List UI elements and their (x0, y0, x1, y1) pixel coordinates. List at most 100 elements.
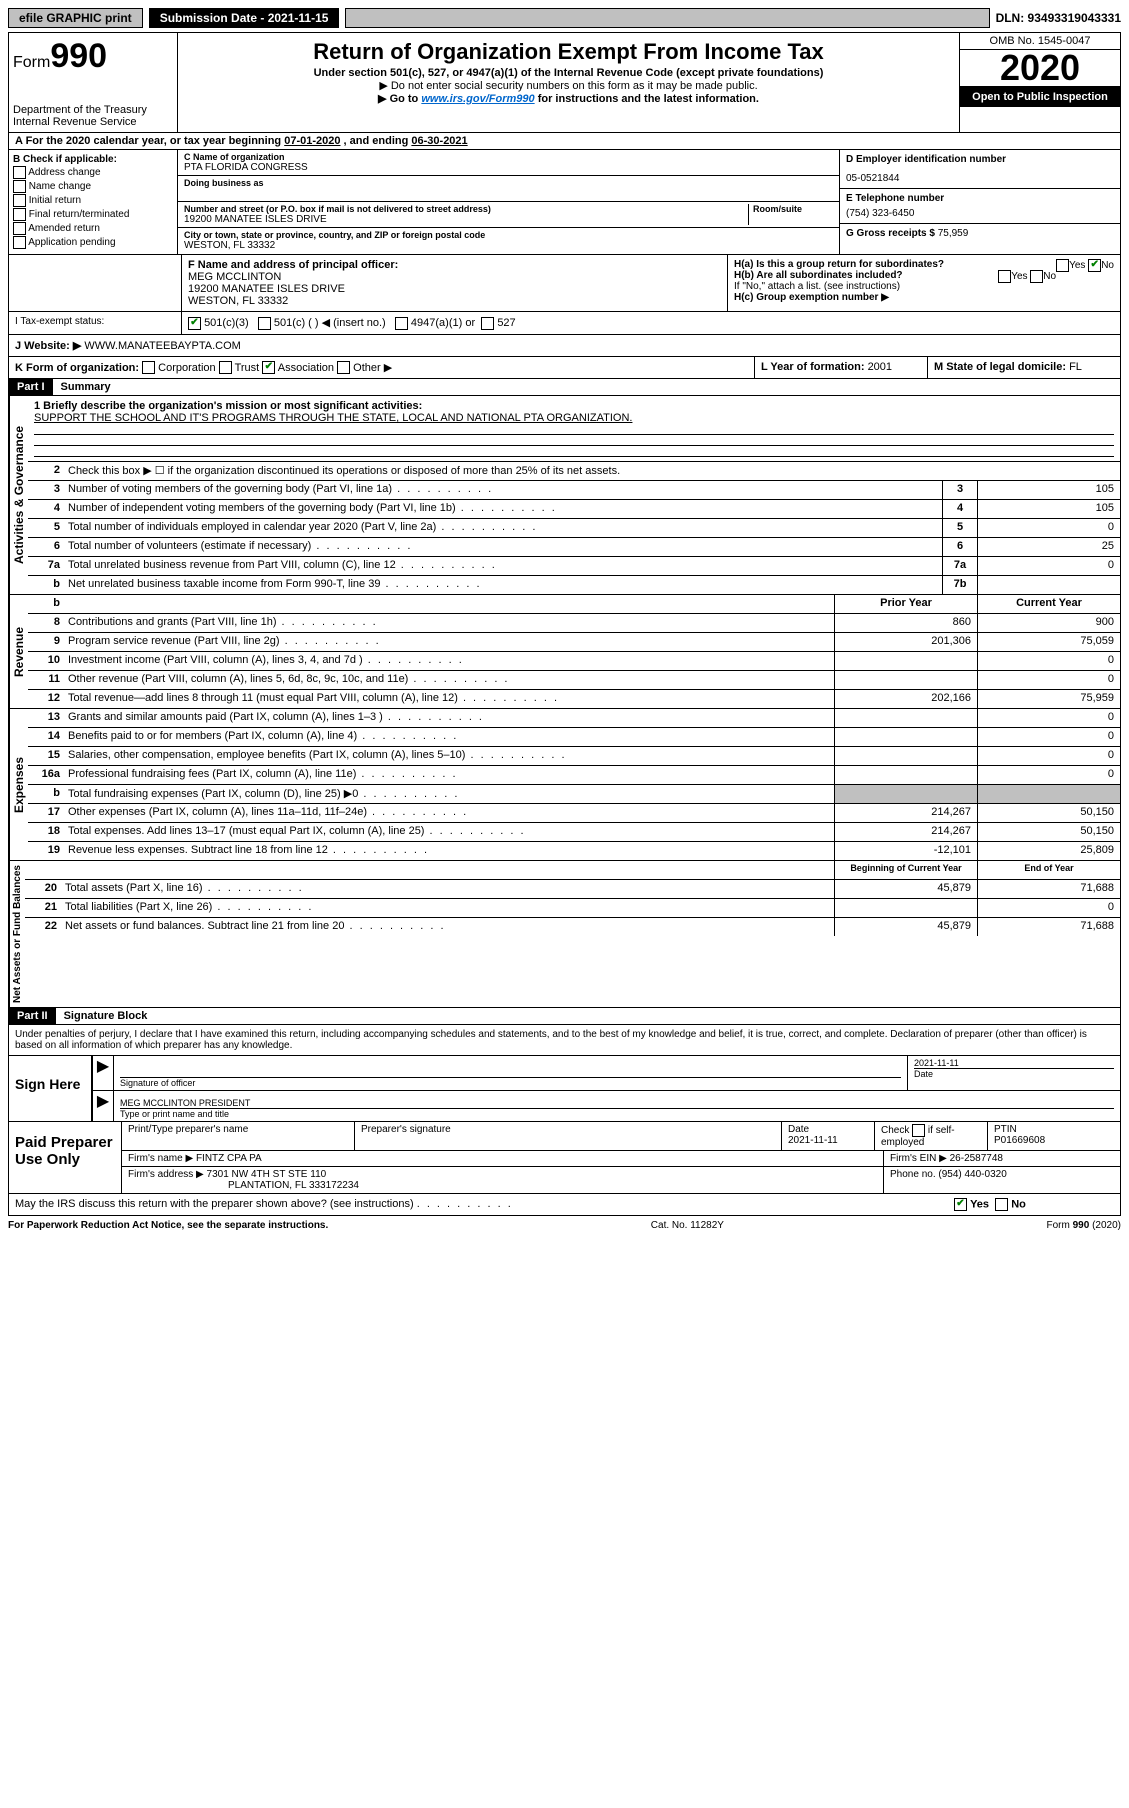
website-cell: J Website: ▶ WWW.MANATEEBAYPTA.COM (9, 335, 1120, 356)
header-left: Form990 Department of the Treasury Inter… (9, 33, 178, 132)
arrow-icon: ▶ (93, 1056, 114, 1090)
firm-ein-value: 26-2587748 (950, 1153, 1003, 1164)
dba-cell: Doing business as (178, 176, 839, 202)
exp-body: 13Grants and similar amounts paid (Part … (28, 709, 1120, 860)
opt-application: Application pending (28, 237, 115, 248)
block-bcd: B Check if applicable: Address change Na… (8, 150, 1121, 255)
checkbox-icon[interactable] (142, 361, 155, 374)
check-amended[interactable]: Amended return (13, 222, 173, 235)
checkbox-icon[interactable] (219, 361, 232, 374)
website-label: J Website: ▶ (15, 340, 81, 352)
checkbox-icon[interactable] (481, 317, 494, 330)
checkbox-icon[interactable] (998, 270, 1011, 283)
row-a-text-b: , and ending (344, 135, 412, 147)
form-number-big: 990 (50, 37, 107, 75)
checkbox-icon[interactable] (1056, 259, 1069, 272)
dln-label: DLN: 93493319043331 (996, 11, 1121, 25)
phone-label: E Telephone number (846, 193, 1114, 204)
table-row: 20Total assets (Part X, line 16)45,87971… (25, 880, 1120, 899)
efile-button[interactable]: efile GRAPHIC print (8, 8, 143, 28)
opt-4947: 4947(a)(1) or (411, 317, 475, 329)
org-name-cell: C Name of organization PTA FLORIDA CONGR… (178, 150, 839, 176)
sign-here-label: Sign Here (9, 1056, 93, 1121)
yes-label: Yes (1011, 271, 1027, 282)
checkbox-icon (13, 194, 26, 207)
k-corp: Corporation (158, 362, 215, 374)
discuss-row: May the IRS discuss this return with the… (8, 1194, 1121, 1216)
firm-phone-label: Phone no. (890, 1169, 938, 1180)
ein-label: D Employer identification number (846, 154, 1114, 165)
form-number: Form990 (13, 37, 173, 76)
section-l: L Year of formation: 2001 (755, 357, 928, 379)
city-cell: City or town, state or province, country… (178, 228, 839, 253)
mission-value: SUPPORT THE SCHOOL AND IT'S PROGRAMS THR… (34, 412, 1114, 424)
irs-label: Internal Revenue Service (13, 116, 173, 128)
table-row: 19Revenue less expenses. Subtract line 1… (28, 842, 1120, 860)
ha-label: H(a) Is this a group return for subordin… (734, 259, 944, 270)
part1-header-row: Part I Summary (8, 379, 1121, 396)
header-end: End of Year (977, 861, 1120, 879)
footer-row: For Paperwork Reduction Act Notice, see … (8, 1216, 1121, 1235)
checkbox-checked-icon[interactable] (188, 317, 201, 330)
checkbox-icon (13, 236, 26, 249)
section-f: F Name and address of principal officer:… (182, 255, 728, 311)
footer-center: Cat. No. 11282Y (651, 1220, 724, 1231)
check-address-change[interactable]: Address change (13, 166, 173, 179)
check-final-return[interactable]: Final return/terminated (13, 208, 173, 221)
table-row: 22Net assets or fund balances. Subtract … (25, 918, 1120, 936)
table-row: 21Total liabilities (Part X, line 26)0 (25, 899, 1120, 918)
declaration-text: Under penalties of perjury, I declare th… (8, 1025, 1121, 1056)
opt-501c: 501(c) ( ) ◀ (insert no.) (274, 317, 386, 329)
prep-h2: Preparer's signature (355, 1122, 782, 1150)
section-i-opts: 501(c)(3) 501(c) ( ) ◀ (insert no.) 4947… (182, 312, 1120, 334)
checkbox-icon[interactable] (912, 1124, 925, 1137)
org-name-value: PTA FLORIDA CONGRESS (184, 162, 833, 173)
hb-note: If "No," attach a list. (see instruction… (734, 281, 1114, 292)
table-row: 13Grants and similar amounts paid (Part … (28, 709, 1120, 728)
prep-h4a: Check (881, 1125, 909, 1136)
row-i: I Tax-exempt status: 501(c)(3) 501(c) ( … (8, 312, 1121, 335)
header-current: Current Year (977, 595, 1120, 613)
table-row: bNet unrelated business taxable income f… (28, 576, 1120, 594)
discuss-label: May the IRS discuss this return with the… (15, 1198, 414, 1210)
opt-amended: Amended return (28, 223, 100, 234)
irs-link[interactable]: www.irs.gov/Form990 (421, 93, 534, 105)
part2-title: Signature Block (56, 1010, 148, 1022)
opt-final: Final return/terminated (29, 209, 130, 220)
checkbox-icon[interactable] (1030, 270, 1043, 283)
checkbox-checked-icon[interactable] (262, 361, 275, 374)
prep-date: 2021-11-11 (788, 1135, 868, 1146)
checkbox-icon[interactable] (395, 317, 408, 330)
checkbox-icon[interactable] (258, 317, 271, 330)
m-value: FL (1069, 361, 1082, 373)
table-row: 17Other expenses (Part IX, column (A), l… (28, 804, 1120, 823)
form-line1: ▶ Do not enter social security numbers o… (186, 79, 951, 92)
check-application[interactable]: Application pending (13, 236, 173, 249)
header-right: OMB No. 1545-0047 2020 Open to Public In… (959, 33, 1120, 132)
table-row: 15Salaries, other compensation, employee… (28, 747, 1120, 766)
phone-cell: E Telephone number (754) 323-6450 (840, 189, 1120, 224)
open-public-badge: Open to Public Inspection (960, 87, 1120, 107)
table-row: 14Benefits paid to or for members (Part … (28, 728, 1120, 747)
yes-label: Yes (1069, 260, 1085, 271)
checkbox-icon[interactable] (995, 1198, 1008, 1211)
checkbox-icon[interactable] (337, 361, 350, 374)
section-c: C Name of organization PTA FLORIDA CONGR… (178, 150, 839, 254)
sig-officer-label: Signature of officer (120, 1077, 901, 1088)
k-label: K Form of organization: (15, 362, 139, 374)
sign-date-label: Date (914, 1068, 1114, 1079)
ein-value: 05-0521844 (846, 173, 1114, 184)
part1-title: Summary (53, 381, 111, 393)
m-label: M State of legal domicile: (934, 361, 1069, 373)
addr-cell: Number and street (or P.O. box if mail i… (178, 202, 839, 228)
part1-revenue: Revenue b Prior Year Current Year 8Contr… (8, 595, 1121, 709)
sidebar-expenses: Expenses (9, 709, 28, 860)
part2-tag: Part II (9, 1008, 56, 1024)
table-row: 7aTotal unrelated business revenue from … (28, 557, 1120, 576)
checkbox-checked-icon[interactable] (954, 1198, 967, 1211)
row-a-tax-year: A For the 2020 calendar year, or tax yea… (8, 133, 1121, 150)
check-initial-return[interactable]: Initial return (13, 194, 173, 207)
check-name-change[interactable]: Name change (13, 180, 173, 193)
checkbox-checked-icon[interactable] (1088, 259, 1101, 272)
table-row: 9Program service revenue (Part VIII, lin… (28, 633, 1120, 652)
